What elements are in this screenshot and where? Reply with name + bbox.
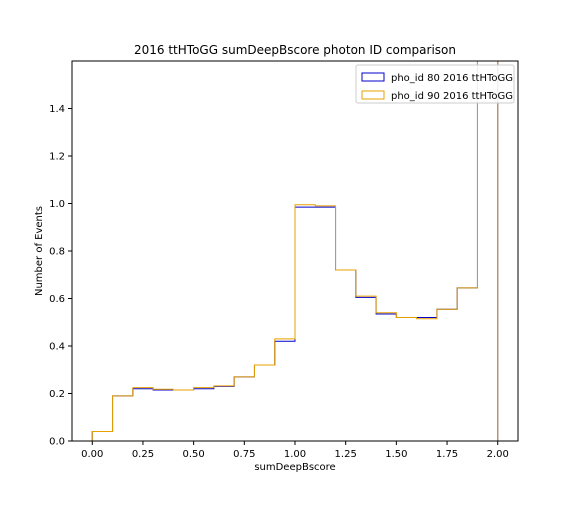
legend-box [355, 64, 515, 104]
x-tick-label: 0.75 [233, 449, 255, 460]
y-tick-label: 0.6 [49, 294, 65, 305]
histogram-series-2 [91, 61, 499, 441]
x-tick-label: 1.50 [385, 449, 407, 460]
x-axis-label: sumDeepBscore [254, 462, 335, 473]
y-axis-ticks: 0.0 0.2 0.4 0.6 0.8 1.0 1.2 1.4 [49, 104, 72, 448]
plot-frame [71, 60, 519, 442]
x-tick-label: 2.00 [487, 449, 509, 460]
legend-swatch [361, 72, 385, 82]
legend-entry-label: pho_id 80 2016 ttHToGG [391, 73, 513, 84]
x-tick-label: 0.25 [132, 449, 154, 460]
x-tick-label: 0.00 [81, 449, 103, 460]
legend: pho_id 80 2016 ttHToGG pho_id 90 2016 ttH… [355, 64, 515, 104]
y-tick-label: 0.8 [49, 247, 65, 258]
plot-area [91, 61, 499, 441]
x-axis-ticks: 0.00 0.25 0.50 0.75 1.00 1.25 1.50 1.75 2.00 [81, 441, 509, 460]
legend-swatch [361, 90, 385, 100]
y-axis-label: Number of Events [34, 206, 45, 296]
x-tick-label: 1.75 [436, 449, 458, 460]
x-tick-label: 1.25 [335, 449, 357, 460]
y-tick-label: 1.2 [49, 152, 65, 163]
y-tick-label: 0.0 [49, 437, 65, 448]
legend-entry-label: pho_id 90 2016 ttHToGG [391, 91, 513, 102]
x-tick-label: 1.00 [284, 449, 306, 460]
x-tick-label: 0.50 [183, 449, 205, 460]
y-tick-label: 0.2 [49, 389, 65, 400]
y-tick-label: 1.0 [49, 199, 65, 210]
y-tick-label: 0.4 [49, 342, 65, 353]
chart-title: 2016 ttHToGG sumDeepBscore photon ID com… [134, 43, 456, 57]
y-tick-label: 1.4 [49, 104, 65, 115]
